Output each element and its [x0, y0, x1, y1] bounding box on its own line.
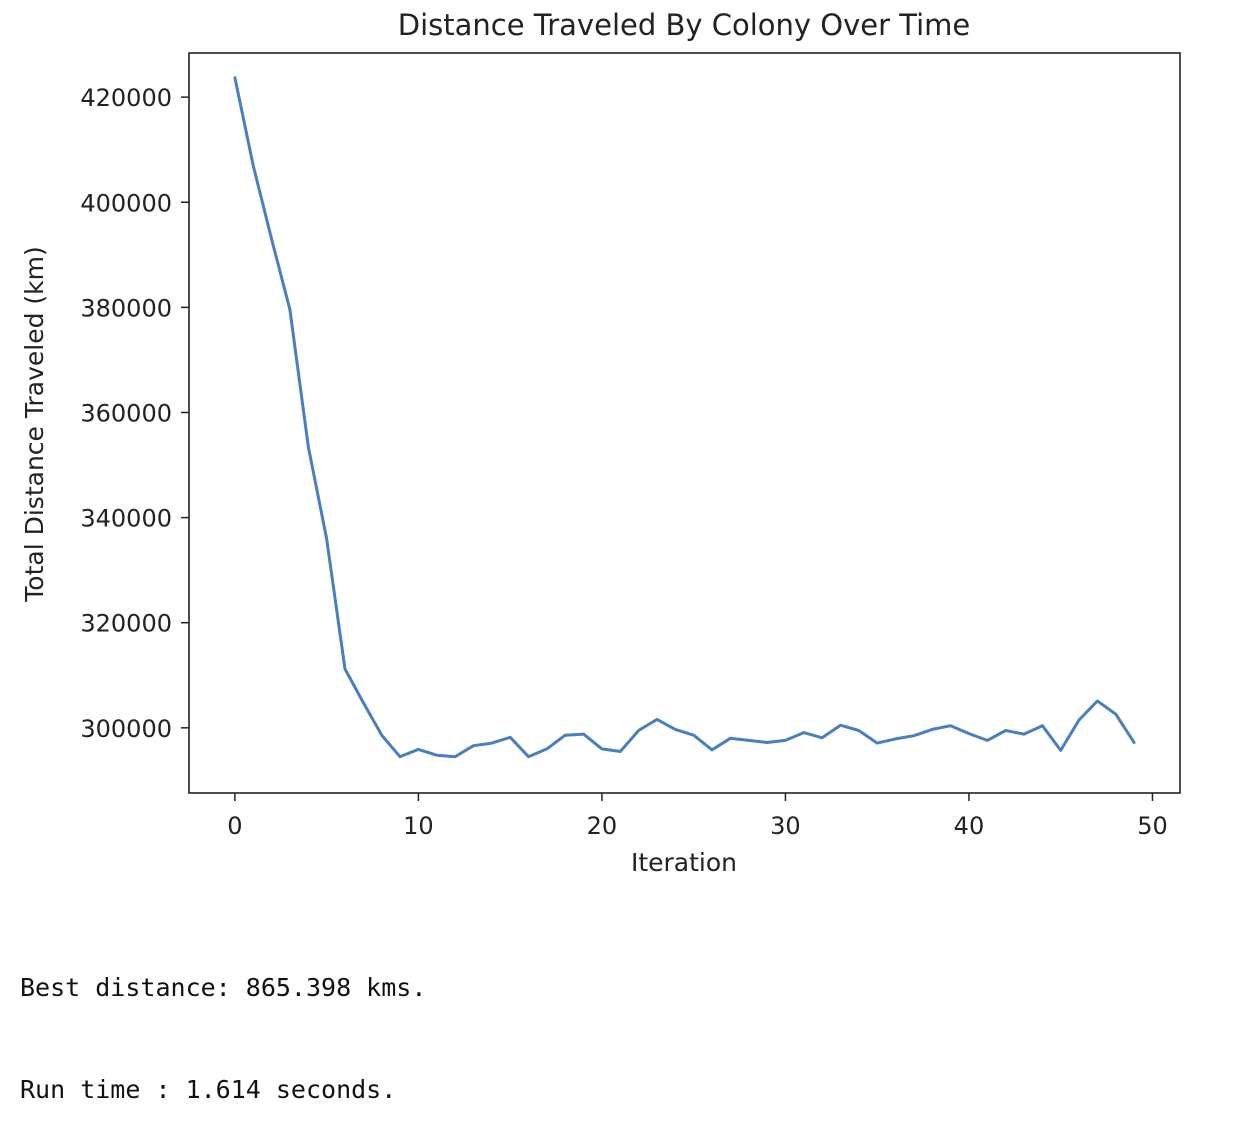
y-tick-label: 320000: [80, 610, 172, 638]
x-tick-label: 20: [587, 812, 618, 840]
x-tick-label: 10: [403, 812, 434, 840]
line-chart: Distance Traveled By Colony Over Time 0 1…: [0, 0, 1252, 895]
cell-output: Best distance: 865.398 kms. Run time : 1…: [20, 903, 426, 1141]
chart-title: Distance Traveled By Colony Over Time: [398, 8, 970, 42]
series-line: [235, 78, 1134, 757]
y-tick-label: 340000: [80, 505, 172, 533]
y-tick-label: 300000: [80, 715, 172, 743]
y-tick-label: 380000: [80, 294, 172, 322]
y-tick-label: 400000: [80, 189, 172, 217]
y-axis-label: Total Distance Traveled (km): [20, 246, 49, 602]
x-tick-label: 30: [770, 812, 801, 840]
x-tick-label: 0: [227, 812, 242, 840]
x-axis-label: Iteration: [631, 848, 737, 877]
best-distance-text: Best distance: 865.398 kms.: [20, 971, 426, 1005]
data-series: [235, 78, 1134, 757]
y-tick-label: 360000: [80, 399, 172, 427]
plot-area-frame: [189, 53, 1180, 793]
x-tick-label: 40: [954, 812, 985, 840]
axis-ticks: 0 10 20 30 40 50 300000 320000 340000 360000 38000…: [80, 84, 1167, 840]
x-tick-label: 50: [1137, 812, 1168, 840]
y-tick-label: 420000: [80, 84, 172, 112]
run-time-text: Run time : 1.614 seconds.: [20, 1073, 426, 1107]
